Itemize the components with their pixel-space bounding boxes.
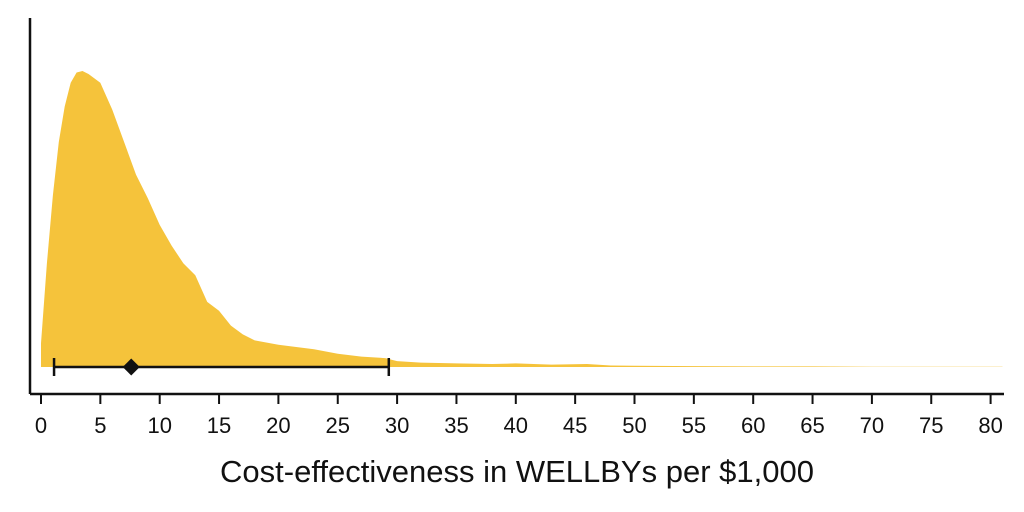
x-tick-label: 25 [326, 413, 350, 438]
x-tick-label: 80 [978, 413, 1002, 438]
credible-interval [52, 358, 391, 376]
x-tick-label: 55 [682, 413, 706, 438]
x-tick-label: 65 [800, 413, 824, 438]
x-tick-label: 40 [504, 413, 528, 438]
x-tick-label: 45 [563, 413, 587, 438]
point-estimate-marker [122, 358, 140, 376]
density-area [41, 71, 1003, 367]
x-tick-label: 70 [860, 413, 884, 438]
x-tick-label: 60 [741, 413, 765, 438]
x-tick-label: 15 [207, 413, 231, 438]
density-area-layer [41, 71, 1003, 367]
x-axis-ticks: 0 5 10 15 20 25 30 35 40 45 50 55 60 65 70 75 80 [35, 394, 1003, 438]
x-tick-label: 75 [919, 413, 943, 438]
x-tick-label: 30 [385, 413, 409, 438]
x-tick-label: 20 [266, 413, 290, 438]
x-axis-title: Cost-effectiveness in WELLBYs per $1,000 [220, 454, 814, 489]
x-tick-label: 0 [35, 413, 47, 438]
x-tick-label: 5 [94, 413, 106, 438]
x-tick-label: 50 [622, 413, 646, 438]
x-tick-label: 35 [444, 413, 468, 438]
x-tick-label: 10 [147, 413, 171, 438]
